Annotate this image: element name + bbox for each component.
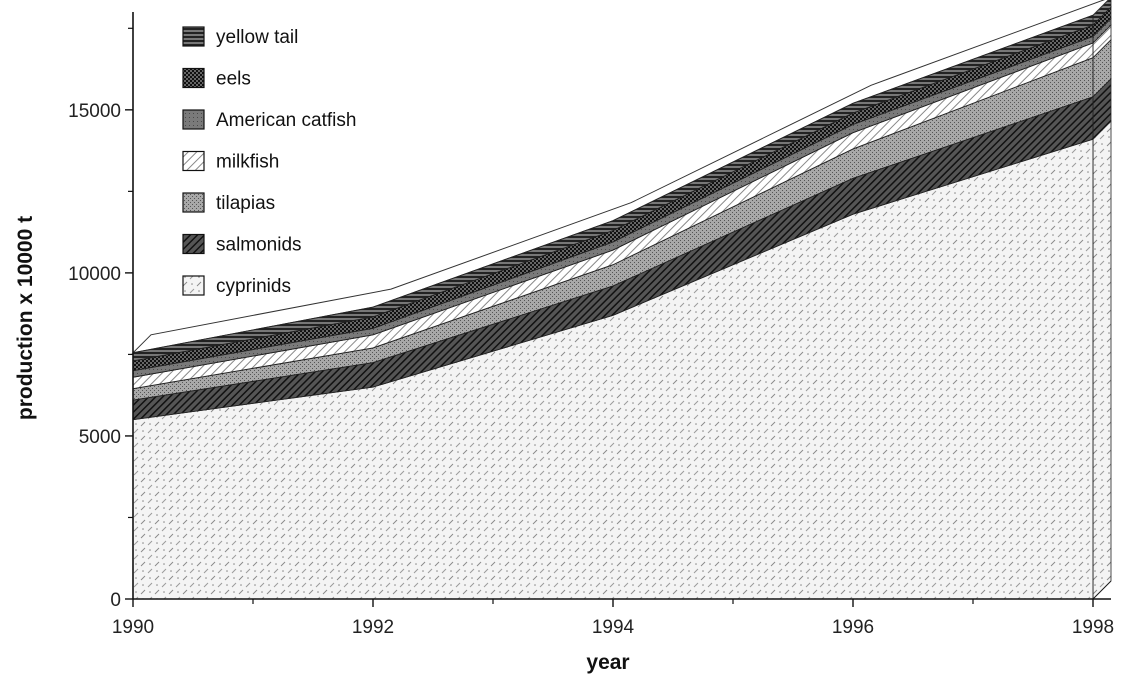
legend-label: eels [216,69,251,90]
area-layer [132,14,1094,600]
y-tick-label: 0 [110,590,121,611]
legend-item-cyprinids: cyprinids [182,275,291,297]
legend-item-american-catfish: American catfish [182,109,356,131]
legend-swatch [182,192,205,213]
legend-item-milkfish: milkfish [182,150,279,173]
legend-swatch [182,26,205,47]
legend-item-salmonids: salmonids [182,233,302,256]
legend-label: salmonids [216,235,302,256]
axis-layer: 1990 1992 1994 1996 1998 0 5000 10000 15000 [68,12,1114,638]
y-tick-label: 15000 [68,101,121,122]
legend-swatch [182,109,205,130]
legend-item-eels: eels [182,67,251,90]
legend-swatch [182,275,205,296]
legend-swatch [182,233,205,255]
y-axis-title: production x 10000 t [14,216,37,420]
y-tick-label: 5000 [79,427,121,448]
x-axis-title: year [586,651,629,674]
legend-item-yellow-tail: yellow tail [182,26,298,48]
x-tick-label: 1990 [112,617,154,638]
legend-label: milkfish [216,152,279,173]
legend-label: cyprinids [216,276,291,297]
legend: yellow tail eels American catfish milkfish t… [182,26,356,297]
x-tick-label: 1998 [1072,617,1114,638]
legend-label: yellow tail [216,27,298,48]
legend-label: American catfish [216,110,356,131]
x-tick-label: 1996 [832,617,874,638]
series-side-cyprinids [1092,120,1112,600]
depth-floor-edge [1092,580,1112,600]
x-tick-label: 1992 [352,617,394,638]
legend-item-tilapias: tilapias [182,192,275,214]
series-area-yellow-tail [132,14,1094,362]
legend-swatch [182,67,205,89]
legend-label: tilapias [216,193,275,214]
x-tick-label: 1994 [592,617,635,638]
y-tick-label: 10000 [68,264,121,285]
legend-swatch [182,150,205,172]
